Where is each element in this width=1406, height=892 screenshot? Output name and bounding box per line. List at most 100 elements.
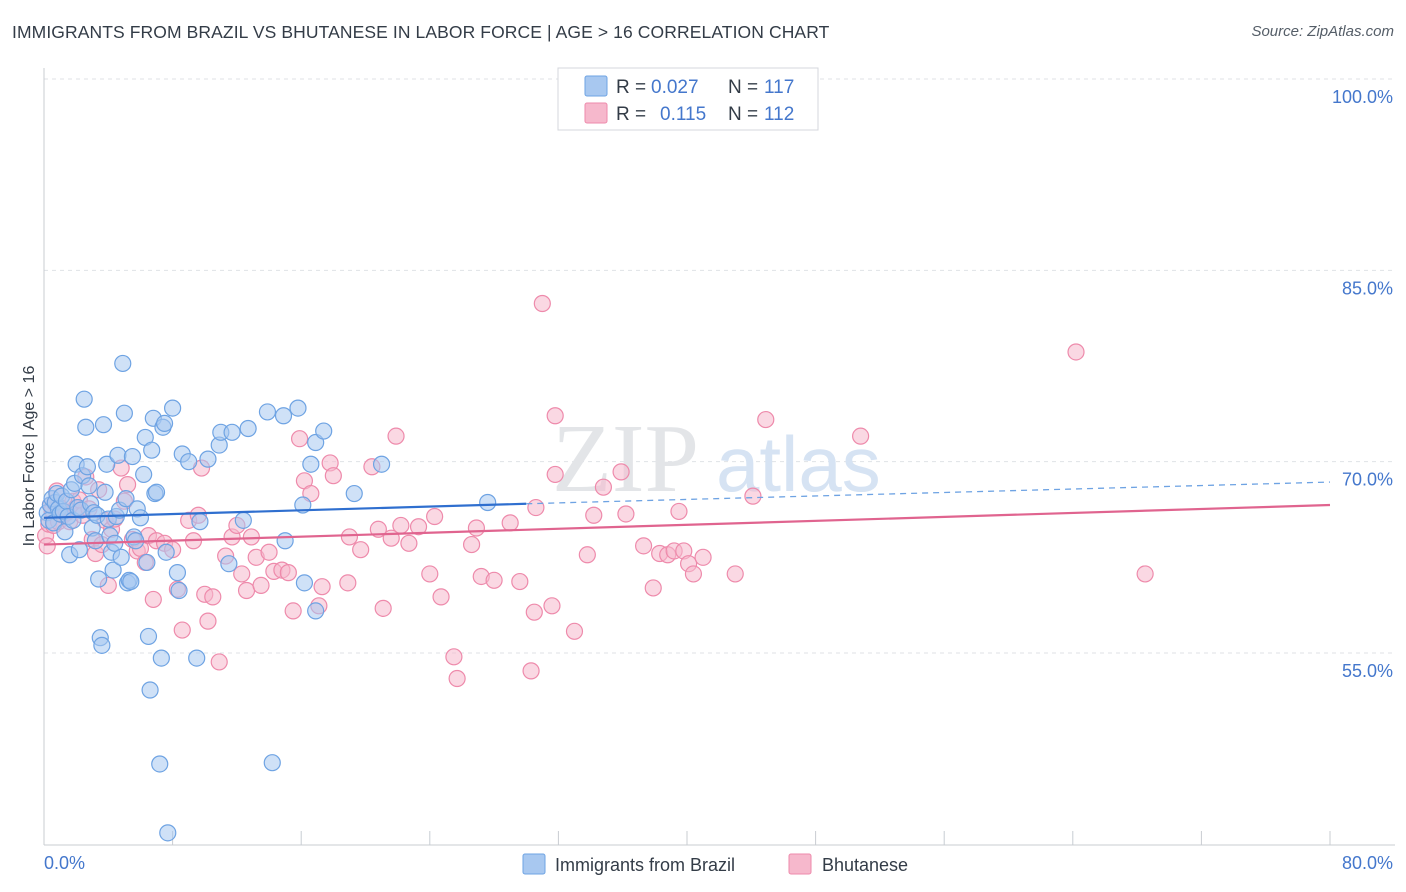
bhutanese-point bbox=[1136, 565, 1154, 583]
bhutanese-point bbox=[204, 588, 222, 606]
bhutanese-point bbox=[260, 543, 278, 561]
bhutanese-point bbox=[684, 565, 703, 583]
bhutanese-point bbox=[594, 478, 613, 496]
bhutanese-point bbox=[448, 669, 466, 688]
legend-r-label-bhutanese: R = bbox=[616, 104, 646, 125]
bhutanese-point bbox=[324, 467, 342, 485]
bhutanese-point bbox=[617, 505, 635, 523]
bhutanese-point bbox=[744, 487, 762, 505]
bhutanese-point bbox=[421, 565, 439, 583]
brazil-point bbox=[155, 414, 174, 432]
bhutanese-point bbox=[565, 622, 584, 640]
brazil-point bbox=[302, 455, 320, 473]
brazil-point bbox=[307, 602, 325, 620]
brazil-point bbox=[159, 824, 177, 842]
legend-n-label-bhutanese: N = bbox=[728, 104, 758, 125]
bhutanese-point bbox=[1067, 343, 1085, 361]
brazil-point bbox=[80, 477, 98, 495]
x-tick-label-max: 80.0% bbox=[1342, 853, 1393, 873]
brazil-point bbox=[199, 450, 217, 468]
bhutanese-point bbox=[585, 506, 603, 524]
y-tick-label: 100.0% bbox=[1332, 87, 1393, 107]
bhutanese-point bbox=[279, 564, 297, 582]
legend-swatch-brazil bbox=[584, 75, 608, 97]
brazil-point bbox=[295, 574, 314, 592]
bhutanese-point bbox=[426, 507, 444, 526]
brazil-point bbox=[139, 627, 158, 646]
bhutanese-point bbox=[543, 597, 561, 615]
bhutanese-point bbox=[409, 518, 428, 536]
brazil-point bbox=[239, 419, 257, 438]
bhutanese-point bbox=[339, 574, 357, 592]
brazil-point bbox=[170, 581, 188, 600]
x-ticks bbox=[43, 831, 1331, 845]
bhutanese-point bbox=[352, 541, 370, 559]
bhutanese-point bbox=[501, 514, 519, 532]
series-legend: Immigrants from Brazil Bhutanese bbox=[522, 853, 908, 875]
brazil-point bbox=[234, 511, 252, 529]
brazil-point bbox=[479, 493, 497, 512]
bhutanese-point bbox=[290, 430, 309, 448]
brazil-point bbox=[117, 490, 135, 508]
bhutanese-point bbox=[511, 572, 529, 591]
series-brazil-points bbox=[38, 354, 497, 842]
brazil-point bbox=[98, 455, 116, 473]
bottom-legend-label-brazil: Immigrants from Brazil bbox=[555, 855, 735, 875]
brazil-point bbox=[109, 446, 127, 464]
bhutanese-point bbox=[533, 294, 551, 313]
bhutanese-point bbox=[252, 576, 270, 594]
brazil-point bbox=[75, 390, 93, 408]
bottom-legend-swatch-brazil bbox=[522, 853, 546, 875]
brazil-point bbox=[70, 541, 88, 559]
bhutanese-point bbox=[852, 427, 870, 445]
chart-title: IMMIGRANTS FROM BRAZIL VS BHUTANESE IN L… bbox=[12, 22, 830, 42]
bhutanese-point bbox=[694, 548, 712, 566]
watermark: ZIP atlas bbox=[552, 405, 881, 513]
source-label: Source: ZipAtlas.com bbox=[1251, 23, 1394, 40]
brazil-point bbox=[78, 458, 97, 476]
brazil-point bbox=[191, 513, 209, 531]
brazil-trend-extension bbox=[526, 481, 1331, 505]
brazil-point bbox=[135, 465, 153, 484]
brazil-point bbox=[104, 561, 122, 579]
bhutanese-point bbox=[527, 498, 545, 517]
brazil-point bbox=[263, 754, 281, 772]
watermark-zip: ZIP bbox=[552, 405, 699, 513]
legend-r-label-brazil: R = bbox=[616, 77, 646, 98]
bhutanese-point bbox=[546, 407, 564, 425]
brazil-point bbox=[94, 416, 113, 434]
brazil-point bbox=[90, 570, 108, 588]
bottom-legend-swatch-bhutanese bbox=[788, 853, 812, 875]
brazil-point bbox=[372, 455, 391, 473]
bhutanese-point bbox=[374, 599, 392, 617]
brazil-point bbox=[152, 649, 170, 667]
brazil-point bbox=[276, 532, 294, 550]
bhutanese-point bbox=[644, 579, 662, 597]
bhutanese-point bbox=[173, 621, 191, 639]
brazil-point bbox=[114, 354, 132, 373]
legend-n-label-brazil: N = bbox=[728, 77, 758, 98]
bhutanese-point bbox=[210, 653, 228, 671]
brazil-point bbox=[93, 636, 111, 654]
axes bbox=[43, 68, 1395, 846]
bhutanese-point bbox=[612, 463, 630, 481]
bhutanese-point bbox=[462, 535, 481, 554]
bhutanese-point bbox=[546, 465, 564, 484]
bhutanese-point bbox=[578, 546, 596, 564]
bhutanese-point bbox=[340, 528, 359, 546]
brazil-point bbox=[345, 484, 363, 503]
bhutanese-point bbox=[144, 590, 162, 609]
brazil-point bbox=[122, 572, 140, 591]
x-tick-label-min: 0.0% bbox=[44, 853, 85, 873]
brazil-point bbox=[274, 407, 293, 425]
bhutanese-point bbox=[485, 571, 503, 589]
brazil-point bbox=[164, 399, 182, 417]
bhutanese-point bbox=[467, 519, 486, 537]
bottom-legend-label-bhutanese: Bhutanese bbox=[822, 855, 908, 875]
brazil-point bbox=[258, 403, 277, 421]
bhutanese-trend-line bbox=[43, 503, 1331, 546]
bhutanese-point bbox=[313, 578, 331, 596]
brazil-point bbox=[289, 399, 307, 417]
brazil-point bbox=[157, 543, 175, 561]
